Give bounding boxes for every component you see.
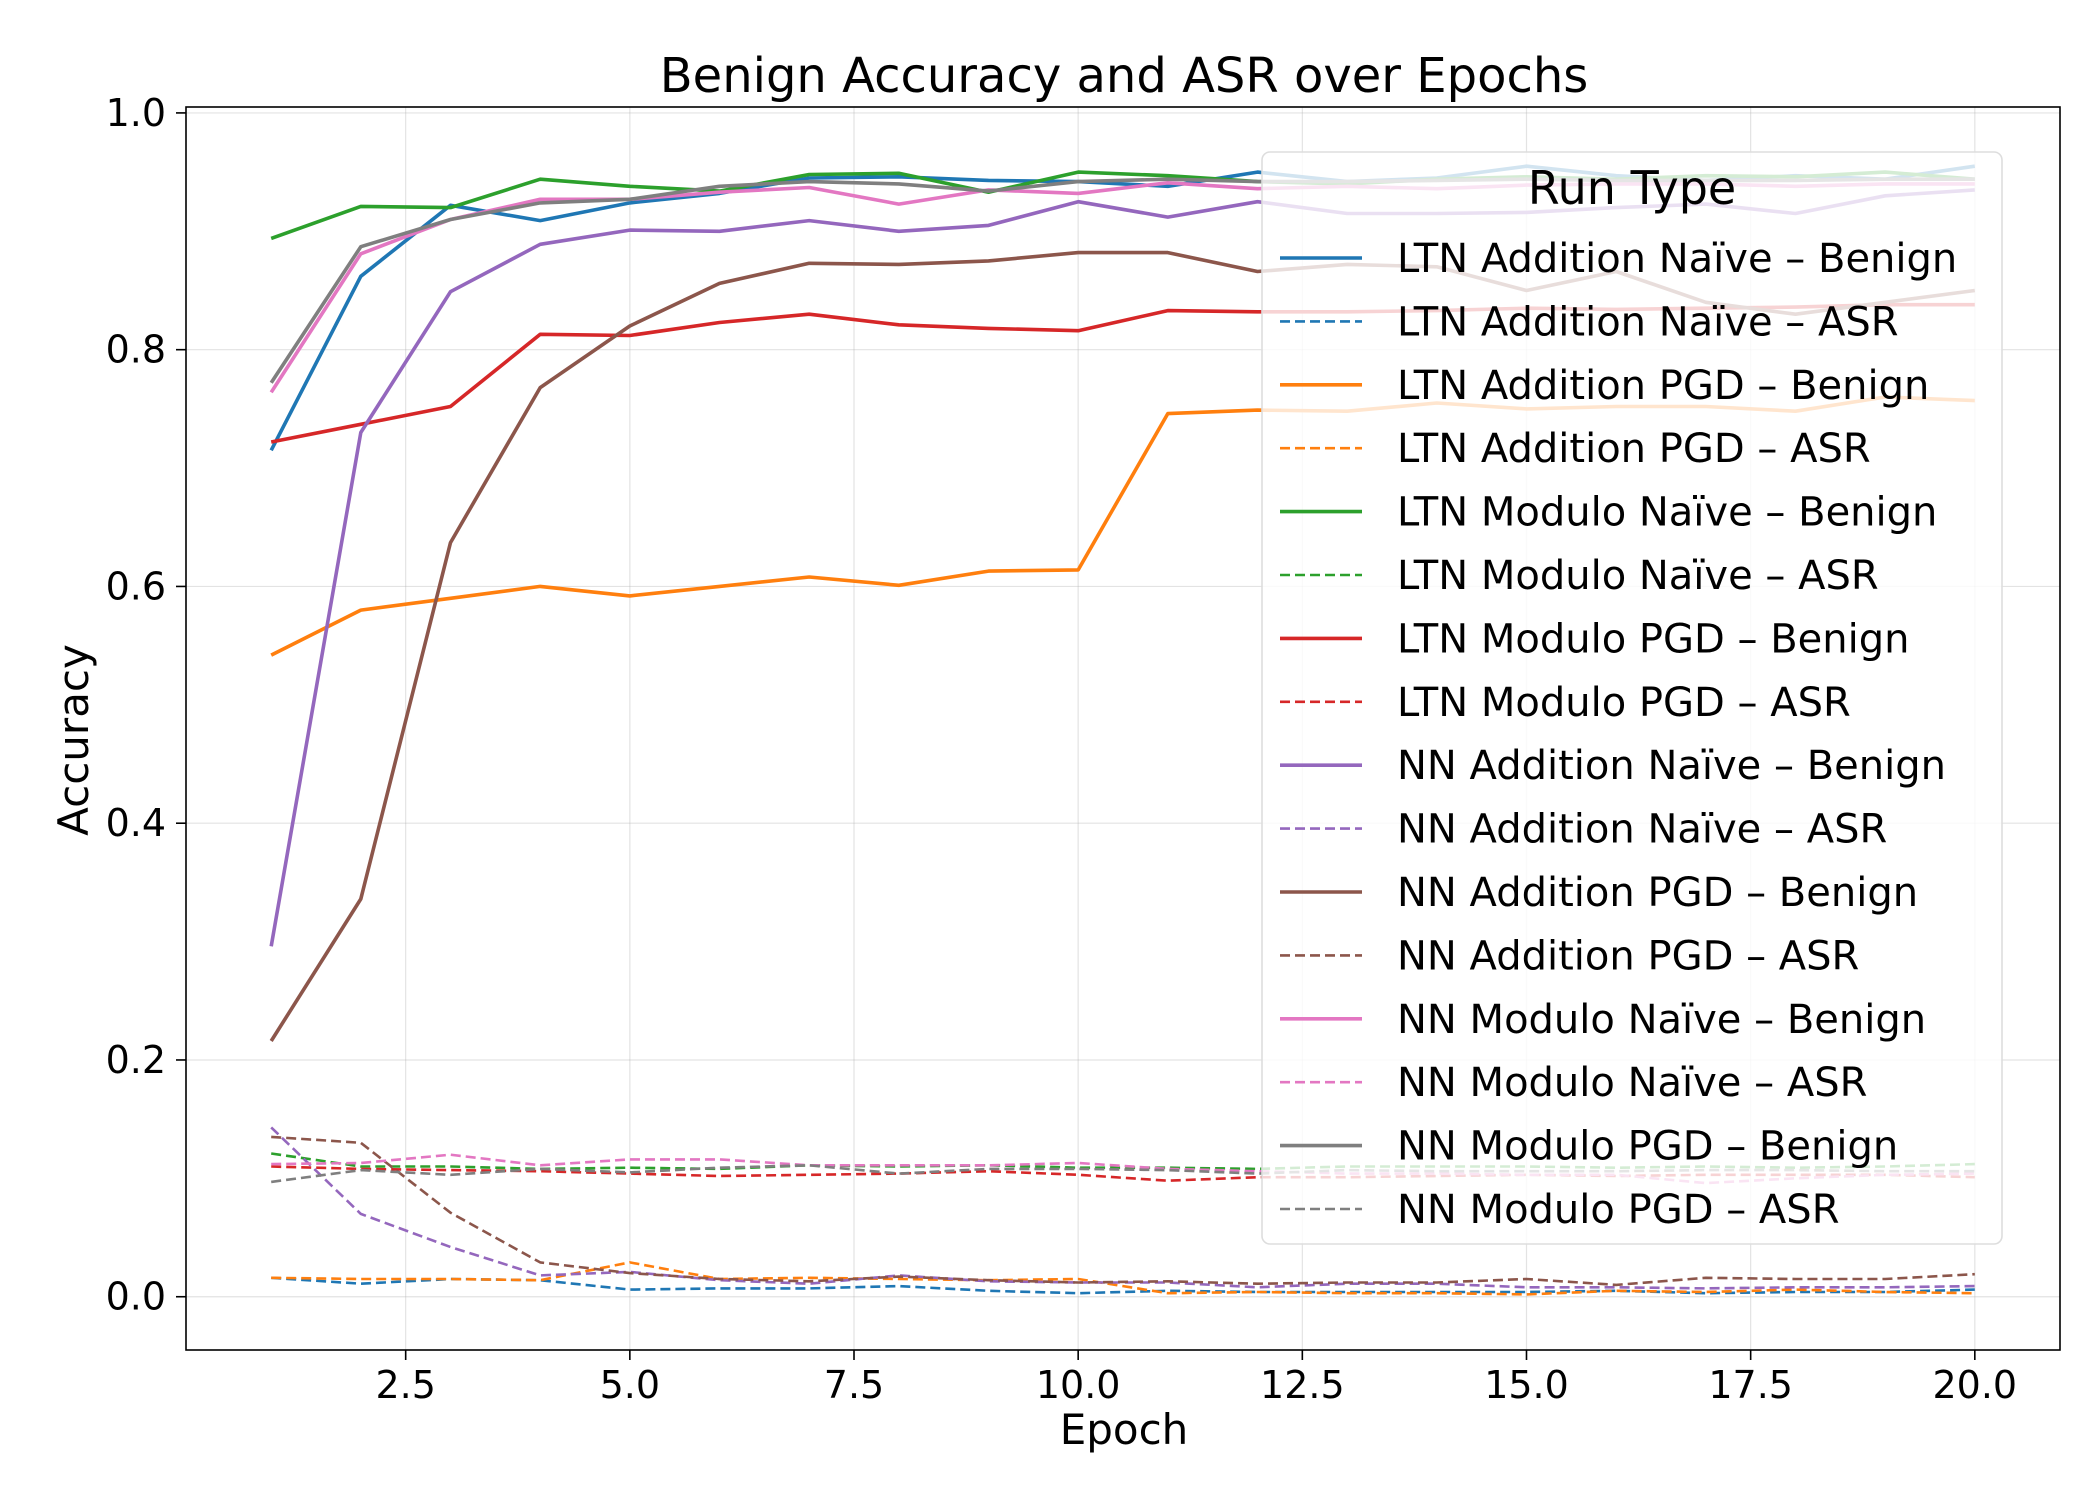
x-tick-label: 12.5 — [1260, 1363, 1345, 1407]
x-tick-label: 5.0 — [600, 1363, 660, 1407]
legend-entry-label: NN Addition Naïve – ASR — [1397, 807, 1887, 853]
legend-entry-label: LTN Addition Naïve – Benign — [1397, 236, 1957, 282]
x-tick-label: 17.5 — [1708, 1363, 1793, 1407]
y-tick-label: 0.6 — [106, 564, 166, 608]
legend-entry-label: LTN Modulo PGD – Benign — [1397, 616, 1909, 662]
legend-entry-label: LTN Modulo Naïve – Benign — [1397, 490, 1937, 536]
axis-ticks: 2.5 5.0 7.5 10.0 12.5 15.0 17.5 20.0 0.0 0.2 0.4 0.… — [106, 91, 2018, 1407]
x-tick-label: 15.0 — [1484, 1363, 1569, 1407]
series-line — [271, 1135, 1975, 1287]
y-tick-label: 0.2 — [106, 1038, 166, 1082]
y-tick-label: 0.4 — [106, 801, 166, 845]
series-line — [271, 1261, 1975, 1296]
legend-entry-label: NN Modulo Naïve – Benign — [1397, 997, 1926, 1043]
legend-title: Run Type — [1528, 161, 1736, 215]
legend-entry-label: LTN Addition PGD – Benign — [1397, 363, 1929, 409]
x-axis-label: Epoch — [1060, 1405, 1189, 1454]
series-line — [271, 1164, 1975, 1184]
plot-frame — [185, 106, 2061, 1351]
x-tick-label: 7.5 — [824, 1363, 884, 1407]
y-axis-label: Accuracy — [49, 644, 98, 836]
legend-entry-label: LTN Addition Naïve – ASR — [1397, 299, 1899, 345]
legend-entry-label: LTN Modulo Naïve – ASR — [1397, 553, 1879, 599]
y-tick-label: 0.0 — [106, 1275, 166, 1319]
chart-title: Benign Accuracy and ASR over Epochs — [660, 48, 1589, 104]
x-tick-label: 10.0 — [1036, 1363, 1121, 1407]
y-tick-label: 0.8 — [106, 328, 166, 372]
legend-entry-label: NN Addition PGD – ASR — [1397, 933, 1859, 979]
legend-entry-label: NN Addition PGD – Benign — [1397, 870, 1918, 916]
legend-entry-label: NN Modulo Naïve – ASR — [1397, 1060, 1867, 1106]
y-tick-label: 1.0 — [106, 91, 166, 135]
legend-entry-label: NN Addition Naïve – Benign — [1397, 743, 1946, 789]
legend-entry-label: LTN Modulo PGD – ASR — [1397, 680, 1851, 726]
legend-box — [1261, 151, 2003, 1245]
legend-entry-label: NN Modulo PGD – ASR — [1397, 1187, 1839, 1233]
legend-entry-label: NN Modulo PGD – Benign — [1397, 1124, 1898, 1170]
x-tick-label: 2.5 — [375, 1363, 435, 1407]
x-tick-label: 20.0 — [1933, 1363, 2018, 1407]
legend: Run Type LTN Addition Naïve – Benign LTN … — [1261, 151, 2003, 1245]
legend-entry-label: LTN Addition PGD – ASR — [1397, 426, 1871, 472]
